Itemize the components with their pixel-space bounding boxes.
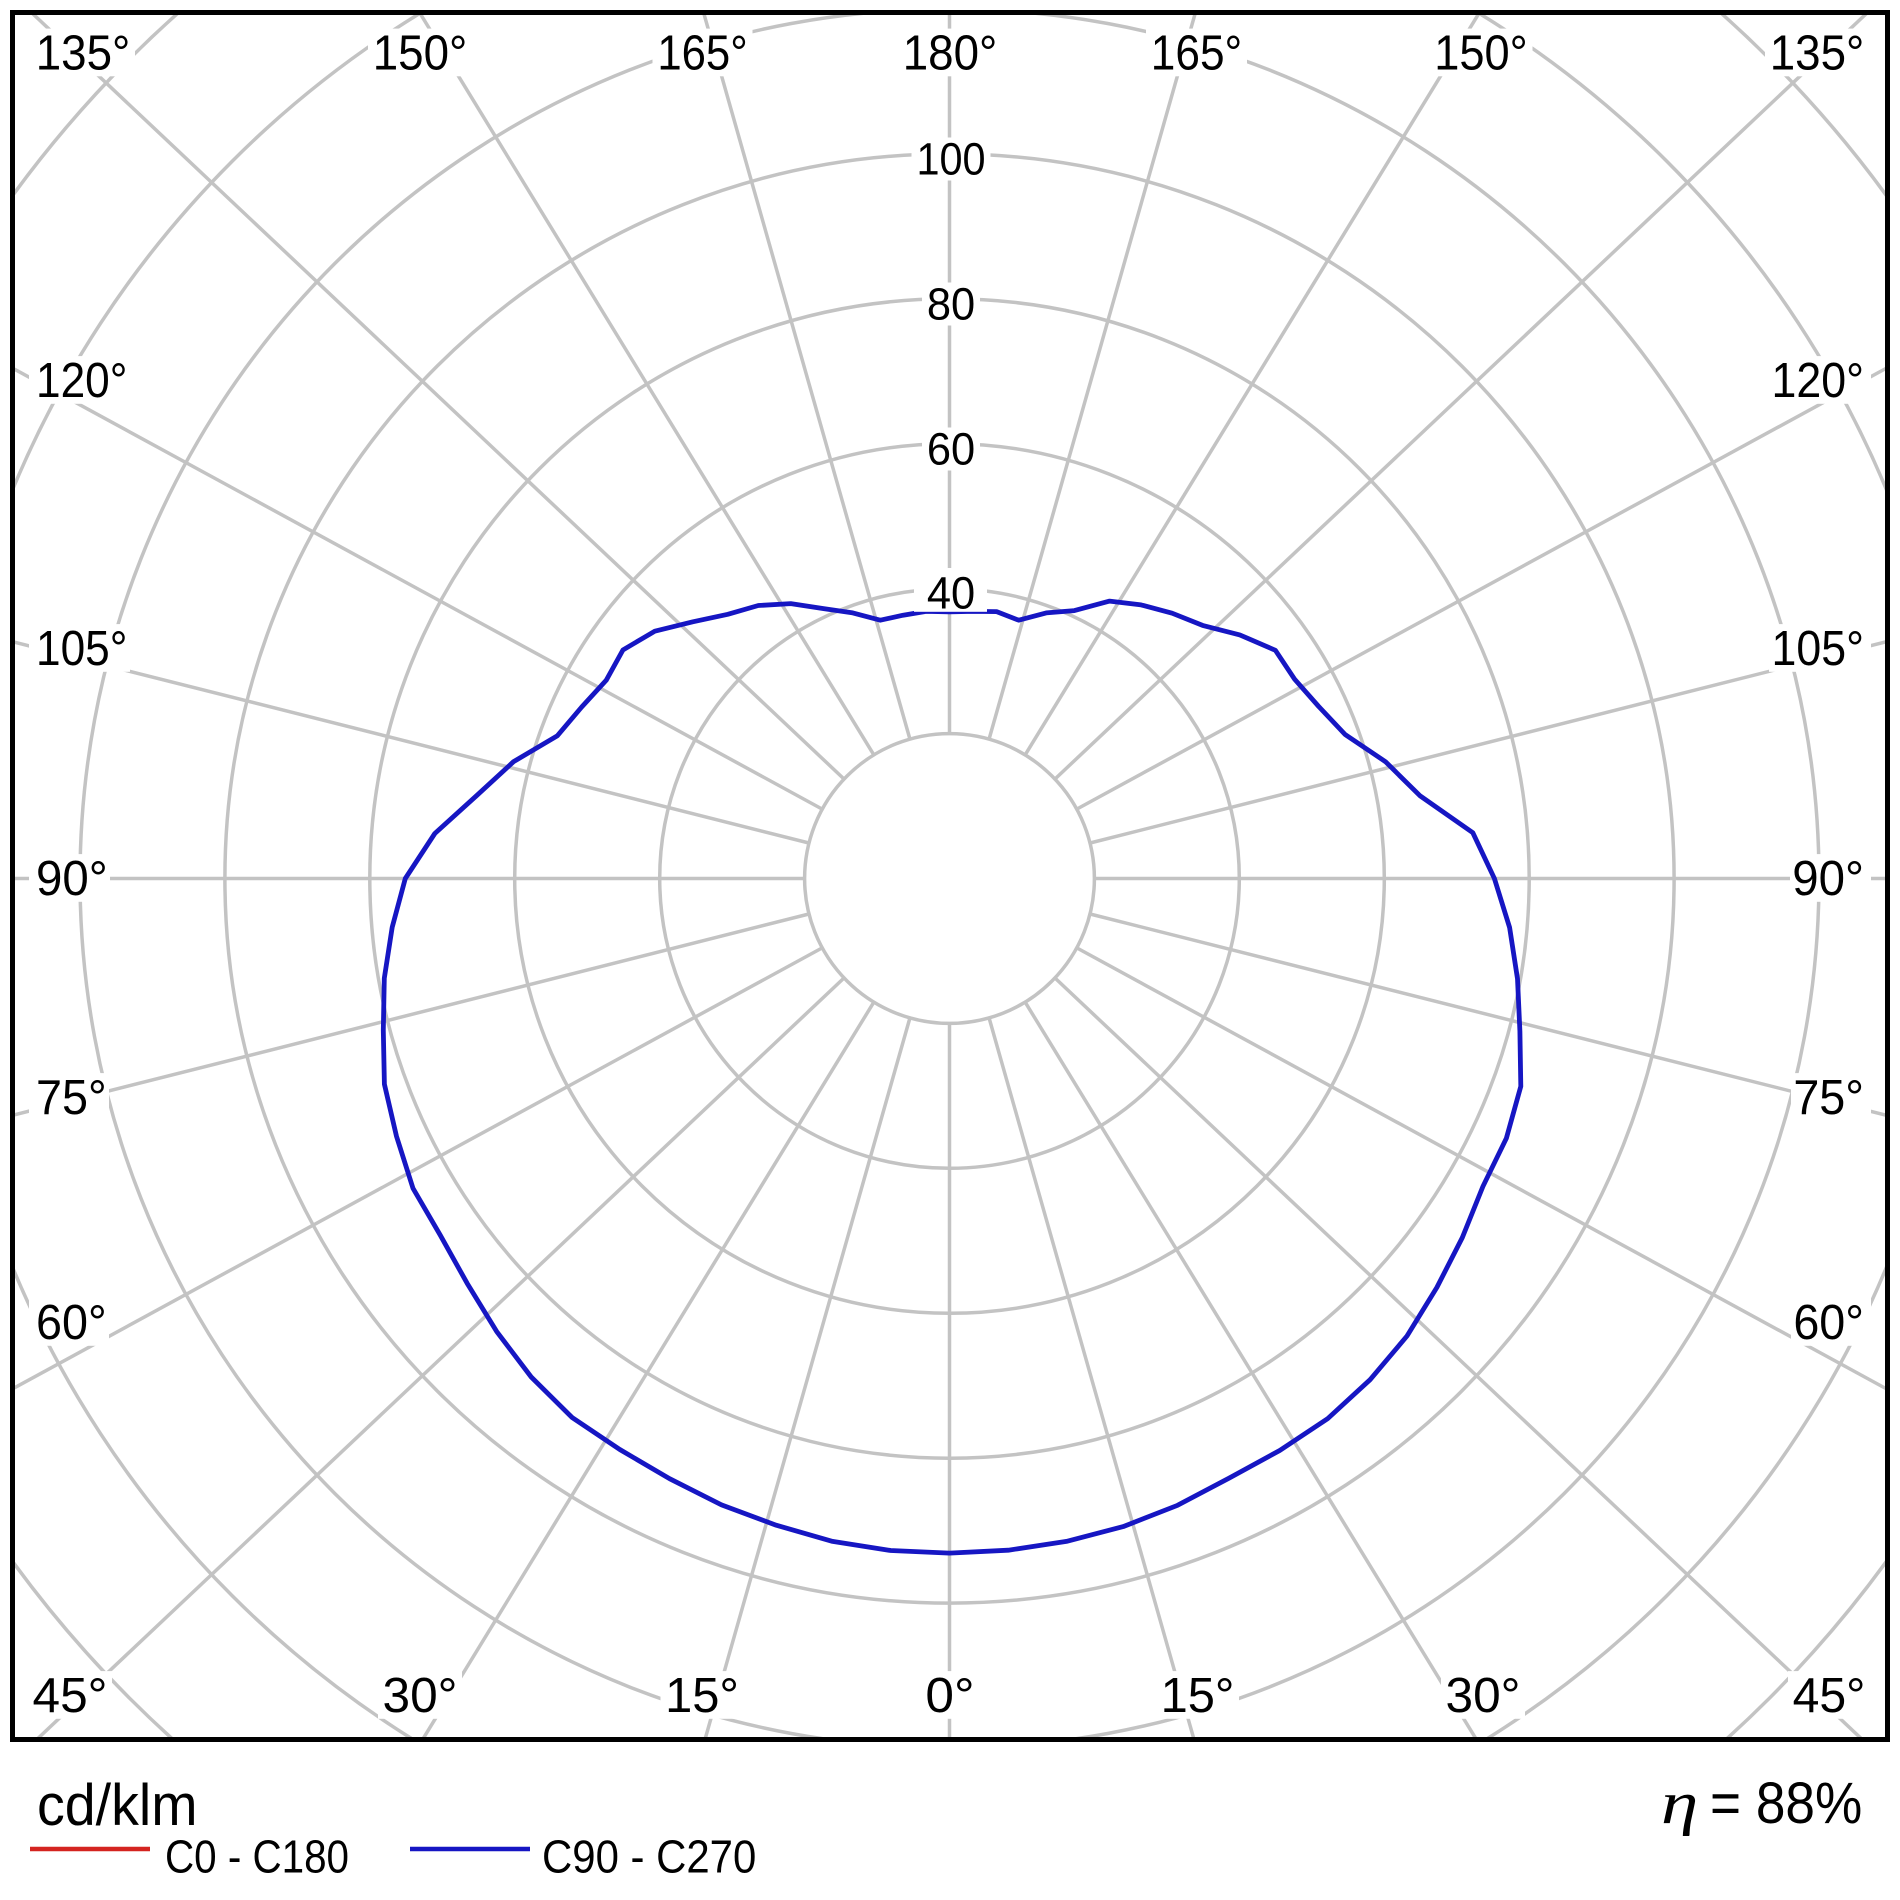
svg-text:75°: 75° bbox=[1793, 1071, 1864, 1125]
svg-text:90°: 90° bbox=[36, 851, 108, 906]
svg-text:75°: 75° bbox=[36, 1071, 107, 1125]
svg-text:η: η bbox=[1661, 1769, 1698, 1836]
svg-text:15°: 15° bbox=[1161, 1669, 1235, 1723]
svg-text:135°: 135° bbox=[36, 26, 131, 81]
svg-text:C0 - C180: C0 - C180 bbox=[165, 1832, 349, 1883]
svg-text:60°: 60° bbox=[1793, 1296, 1864, 1350]
svg-text:165°: 165° bbox=[1151, 25, 1242, 80]
svg-text:30°: 30° bbox=[1446, 1668, 1521, 1723]
svg-text:0°: 0° bbox=[925, 1668, 974, 1723]
svg-text:150°: 150° bbox=[1434, 25, 1528, 80]
svg-text:60: 60 bbox=[927, 425, 975, 475]
svg-text:180°: 180° bbox=[903, 26, 998, 81]
svg-text:135°: 135° bbox=[1770, 26, 1865, 81]
svg-text:80: 80 bbox=[927, 280, 975, 330]
svg-text:30°: 30° bbox=[383, 1668, 458, 1723]
svg-text:150°: 150° bbox=[373, 26, 468, 81]
svg-text:C90 - C270: C90 - C270 bbox=[542, 1832, 756, 1883]
svg-text:120°: 120° bbox=[36, 353, 127, 408]
svg-text:105°: 105° bbox=[36, 621, 127, 676]
svg-text:100: 100 bbox=[916, 135, 985, 185]
svg-text:45°: 45° bbox=[33, 1668, 108, 1723]
svg-text:cd/klm: cd/klm bbox=[37, 1774, 198, 1838]
svg-text:45°: 45° bbox=[1793, 1669, 1866, 1723]
svg-text:60°: 60° bbox=[36, 1296, 107, 1350]
svg-text:40: 40 bbox=[927, 569, 975, 619]
svg-text:165°: 165° bbox=[657, 25, 747, 80]
svg-text:15°: 15° bbox=[665, 1669, 739, 1723]
svg-text:105°: 105° bbox=[1772, 621, 1864, 675]
svg-text:120°: 120° bbox=[1772, 353, 1864, 407]
svg-text:90°: 90° bbox=[1792, 851, 1864, 906]
svg-text:= 88%: = 88% bbox=[1710, 1771, 1862, 1836]
